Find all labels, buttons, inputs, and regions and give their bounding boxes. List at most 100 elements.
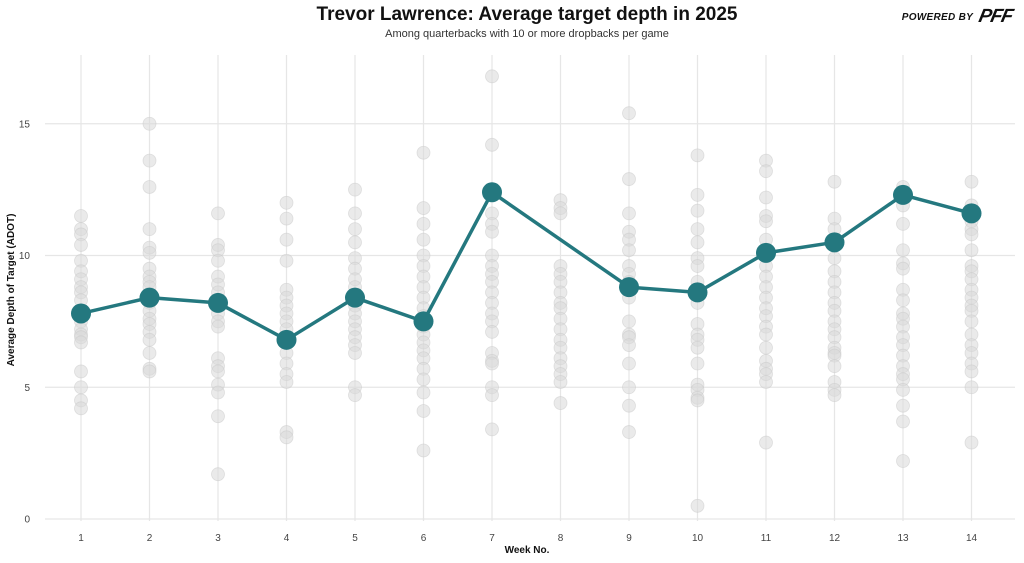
background-point [553,206,568,221]
background-point [759,164,773,179]
y-axis-label: Average Depth of Target (ADOT) [6,214,17,367]
background-point [211,385,225,400]
pff-logo: POWERED BY PFF [901,6,1015,28]
background-point [485,325,499,339]
background-point [348,346,362,360]
highlight-point [961,203,982,224]
background-point [211,467,225,482]
background-point [348,235,362,250]
background-point [142,153,157,168]
background-point [690,222,705,237]
background-point [142,332,157,347]
chart-subtitle: Among quarterbacks with 10 or more dropb… [385,28,669,40]
powered-by-text: POWERED BY [901,11,974,23]
x-tick-label: 7 [489,533,495,544]
x-tick-label: 3 [215,533,221,544]
background-point [759,327,773,342]
background-point [142,245,157,260]
background-point [485,422,499,437]
highlight-point [345,287,365,308]
background-point [74,380,88,395]
highlight-point [208,292,228,313]
background-point [416,372,431,387]
background-point [211,206,225,221]
background-point [896,293,910,308]
x-tick-label: 14 [966,533,978,544]
y-tick-label: 0 [24,515,30,526]
background-point [211,409,225,424]
background-point [416,216,431,231]
background-point [896,398,910,413]
background-point [964,435,979,450]
background-point [485,69,499,84]
background-point [348,206,362,221]
highlight-point [824,232,845,253]
highlight-series [71,182,982,350]
background-point [142,180,157,194]
x-tick-label: 4 [284,533,290,544]
background-point [348,388,362,403]
background-point [964,380,979,395]
highlight-point [71,303,91,324]
highlight-point [139,287,160,308]
highlight-point [413,311,434,332]
x-tick-label: 6 [421,533,427,544]
background-point [827,174,842,189]
background-point [74,335,88,350]
x-axis-label: Week No. [505,545,550,556]
background-point [142,116,157,131]
highlight-point [619,277,639,298]
x-tick-label: 2 [147,533,153,544]
background-point [827,251,842,266]
background-point [142,346,157,360]
highlight-point [482,182,502,203]
background-point [964,174,979,189]
background-point [74,401,88,416]
background-point [690,340,705,355]
background-point [690,203,705,218]
background-point [896,382,910,397]
background-point [690,235,705,250]
background-point [827,359,842,374]
background-point [74,364,88,379]
x-tick-label: 8 [558,533,564,544]
x-tick-label: 5 [352,533,358,544]
background-point [485,356,499,371]
background-point [279,375,294,389]
background-point [690,393,705,408]
background-point [622,338,636,352]
background-point [416,201,431,215]
background-point [74,209,88,223]
background-point [348,222,362,237]
background-point [690,498,705,513]
y-tick-label: 5 [24,383,30,394]
background-point [279,232,294,247]
background-point [690,148,705,163]
background-point [964,364,979,379]
background-point [622,398,636,413]
background-point [416,232,431,247]
background-point [622,314,636,329]
background-point [485,388,499,403]
background-point [759,375,773,389]
background-point [142,222,157,237]
background-point [211,253,225,268]
background-point [622,243,636,258]
x-tick-label: 10 [692,533,704,544]
background-point [416,404,431,418]
x-tick-label: 11 [761,533,772,544]
background-point [485,224,499,239]
background-point [622,356,636,371]
background-point [348,182,362,197]
x-tick-label: 9 [626,533,632,544]
background-point [142,364,157,379]
background-point [622,106,636,121]
background-point [485,137,499,152]
highlight-point [756,242,776,263]
grid-lines [45,55,1015,521]
y-tick-label: 15 [19,119,31,130]
background-point [622,380,636,395]
background-point [759,214,773,229]
